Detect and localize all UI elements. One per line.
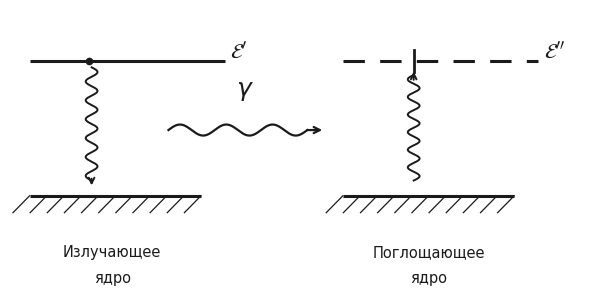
- Text: $\mathcal{E}''$: $\mathcal{E}''$: [544, 41, 566, 63]
- Text: Излучающее: Излучающее: [63, 245, 161, 260]
- Text: ядро: ядро: [410, 271, 447, 286]
- Text: Поглощающее: Поглощающее: [372, 245, 485, 260]
- Text: $\mathcal{E}'$: $\mathcal{E}'$: [230, 41, 248, 63]
- Text: ядро: ядро: [94, 271, 131, 286]
- Text: $\gamma$: $\gamma$: [236, 80, 254, 103]
